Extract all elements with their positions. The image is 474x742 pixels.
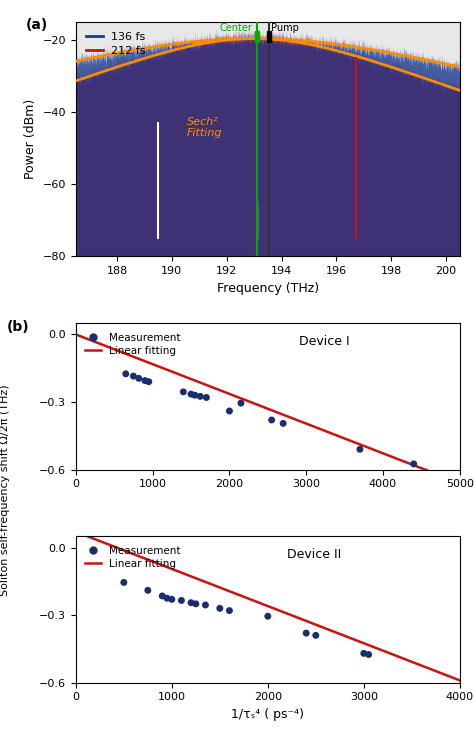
Text: Center: Center — [220, 23, 253, 33]
Point — [312, 629, 319, 641]
Point — [196, 390, 204, 402]
Point — [158, 590, 166, 602]
Point — [180, 386, 187, 398]
X-axis label: 1/τₛ⁴ ( ps⁻⁴): 1/τₛ⁴ ( ps⁻⁴) — [231, 708, 304, 721]
Point — [201, 599, 209, 611]
Text: Device II: Device II — [287, 548, 341, 561]
Bar — [267, 31, 272, 42]
Point — [226, 405, 233, 417]
Point — [129, 370, 137, 382]
Legend: Measurement, Linear fitting: Measurement, Linear fitting — [81, 329, 185, 360]
Point — [135, 372, 143, 384]
Point — [237, 397, 245, 409]
Legend: Measurement, Linear fitting: Measurement, Linear fitting — [81, 542, 185, 573]
Text: Device I: Device I — [299, 335, 349, 348]
Point — [410, 458, 418, 470]
Bar — [255, 31, 259, 42]
Point — [178, 594, 185, 606]
Point — [191, 390, 199, 401]
Point — [187, 388, 195, 400]
Point — [268, 414, 275, 426]
Point — [141, 375, 149, 387]
Text: (b): (b) — [7, 321, 29, 334]
Point — [216, 603, 224, 614]
Point — [168, 594, 175, 605]
Point — [120, 577, 128, 588]
Point — [302, 627, 310, 639]
Point — [365, 649, 373, 660]
Point — [144, 585, 152, 597]
Point — [202, 392, 210, 404]
Point — [226, 605, 233, 617]
Text: (a): (a) — [26, 18, 48, 32]
Point — [163, 592, 171, 604]
Point — [279, 418, 287, 430]
Y-axis label: Power (dBm): Power (dBm) — [24, 99, 37, 180]
Point — [145, 375, 153, 387]
Point — [356, 443, 364, 455]
Point — [192, 598, 200, 610]
Point — [360, 648, 367, 660]
X-axis label: Frequency (THz): Frequency (THz) — [217, 282, 319, 295]
Legend: 136 fs, 212 fs: 136 fs, 212 fs — [82, 27, 150, 60]
Point — [187, 597, 195, 608]
Text: Sech²
Fitting: Sech² Fitting — [187, 116, 223, 139]
Text: Pump: Pump — [271, 23, 299, 33]
Point — [264, 610, 272, 622]
Point — [122, 368, 129, 380]
Text: Soliton self-frequency shift Ω/2π (THz): Soliton self-frequency shift Ω/2π (THz) — [0, 384, 10, 596]
